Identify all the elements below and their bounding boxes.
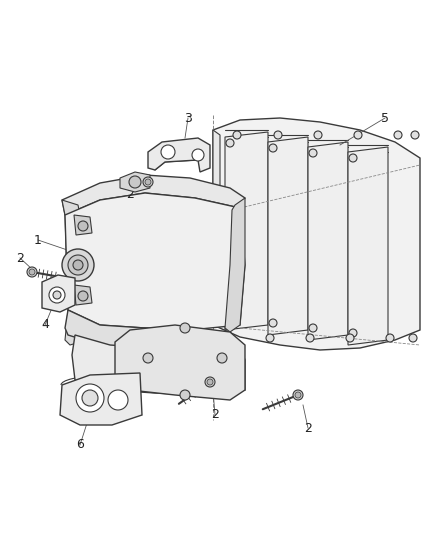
Circle shape (411, 131, 419, 139)
Circle shape (269, 319, 277, 327)
Polygon shape (213, 118, 420, 350)
Circle shape (306, 334, 314, 342)
Polygon shape (213, 130, 220, 325)
Polygon shape (72, 335, 245, 395)
Circle shape (346, 334, 354, 342)
Circle shape (145, 179, 151, 185)
Circle shape (226, 139, 234, 147)
Text: 2: 2 (211, 408, 219, 422)
Circle shape (205, 377, 215, 387)
Circle shape (73, 260, 83, 270)
Polygon shape (42, 275, 75, 312)
Circle shape (409, 334, 417, 342)
Circle shape (78, 291, 88, 301)
Circle shape (354, 131, 362, 139)
Circle shape (143, 177, 153, 187)
Polygon shape (308, 142, 348, 340)
Text: 3: 3 (184, 111, 192, 125)
Circle shape (49, 287, 65, 303)
Circle shape (68, 255, 88, 275)
Circle shape (293, 390, 303, 400)
Circle shape (233, 131, 241, 139)
Polygon shape (120, 172, 150, 192)
Text: 2: 2 (304, 422, 312, 434)
Circle shape (226, 314, 234, 322)
Circle shape (207, 379, 213, 385)
Polygon shape (60, 373, 142, 425)
Circle shape (266, 334, 274, 342)
Circle shape (76, 384, 104, 412)
Circle shape (226, 334, 234, 342)
Circle shape (314, 131, 322, 139)
Circle shape (53, 291, 61, 299)
Text: 1: 1 (34, 233, 42, 246)
Polygon shape (148, 138, 210, 172)
Text: 5: 5 (381, 111, 389, 125)
Circle shape (217, 353, 227, 363)
Polygon shape (65, 310, 230, 355)
Polygon shape (348, 147, 388, 345)
Text: 4: 4 (41, 319, 49, 332)
Polygon shape (62, 175, 245, 215)
Circle shape (349, 154, 357, 162)
Circle shape (82, 390, 98, 406)
Circle shape (309, 149, 317, 157)
Text: 2: 2 (16, 252, 24, 264)
Circle shape (386, 334, 394, 342)
Polygon shape (225, 132, 268, 330)
Polygon shape (268, 137, 308, 335)
Polygon shape (74, 215, 92, 235)
Text: 6: 6 (76, 439, 84, 451)
Polygon shape (65, 193, 245, 330)
Text: 2: 2 (126, 189, 134, 201)
Circle shape (161, 145, 175, 159)
Circle shape (295, 392, 301, 398)
Polygon shape (62, 200, 82, 345)
Circle shape (180, 323, 190, 333)
Circle shape (192, 149, 204, 161)
Circle shape (269, 144, 277, 152)
Polygon shape (225, 198, 245, 332)
Circle shape (143, 353, 153, 363)
Circle shape (78, 221, 88, 231)
Polygon shape (115, 325, 245, 400)
Circle shape (108, 390, 128, 410)
Circle shape (349, 329, 357, 337)
Polygon shape (74, 285, 92, 305)
Circle shape (180, 390, 190, 400)
Circle shape (309, 324, 317, 332)
Circle shape (394, 131, 402, 139)
Circle shape (27, 267, 37, 277)
Circle shape (62, 249, 94, 281)
Circle shape (29, 269, 35, 275)
Circle shape (129, 176, 141, 188)
Circle shape (274, 131, 282, 139)
